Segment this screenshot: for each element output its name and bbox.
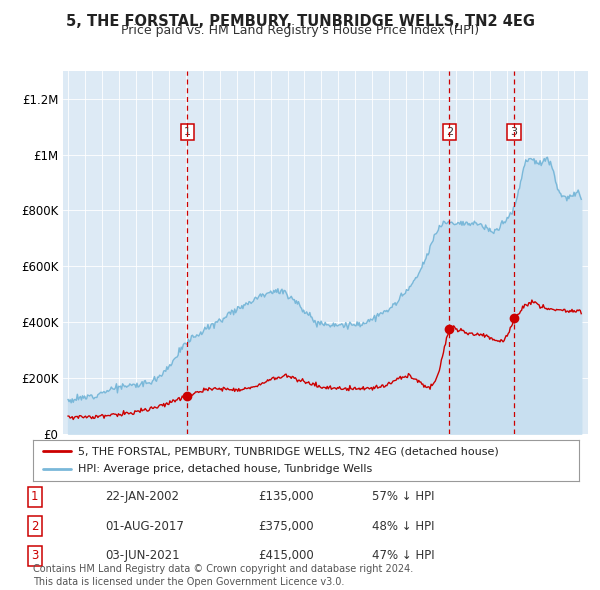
Text: £375,000: £375,000 [258,520,314,533]
Text: Price paid vs. HM Land Registry's House Price Index (HPI): Price paid vs. HM Land Registry's House … [121,24,479,37]
Text: 2: 2 [31,520,38,533]
Text: 1: 1 [184,127,191,137]
Text: 48% ↓ HPI: 48% ↓ HPI [372,520,434,533]
Text: £135,000: £135,000 [258,490,314,503]
Text: 22-JAN-2002: 22-JAN-2002 [105,490,179,503]
Text: 2: 2 [446,127,453,137]
Text: HPI: Average price, detached house, Tunbridge Wells: HPI: Average price, detached house, Tunb… [78,464,372,474]
Text: 5, THE FORSTAL, PEMBURY, TUNBRIDGE WELLS, TN2 4EG: 5, THE FORSTAL, PEMBURY, TUNBRIDGE WELLS… [65,14,535,29]
Text: £415,000: £415,000 [258,549,314,562]
Text: 03-JUN-2021: 03-JUN-2021 [105,549,179,562]
Text: 01-AUG-2017: 01-AUG-2017 [105,520,184,533]
Text: 57% ↓ HPI: 57% ↓ HPI [372,490,434,503]
Text: 47% ↓ HPI: 47% ↓ HPI [372,549,434,562]
Text: 1: 1 [31,490,38,503]
Text: 3: 3 [31,549,38,562]
Text: 5, THE FORSTAL, PEMBURY, TUNBRIDGE WELLS, TN2 4EG (detached house): 5, THE FORSTAL, PEMBURY, TUNBRIDGE WELLS… [78,446,499,456]
Text: 3: 3 [511,127,518,137]
Text: Contains HM Land Registry data © Crown copyright and database right 2024.
This d: Contains HM Land Registry data © Crown c… [33,564,413,587]
